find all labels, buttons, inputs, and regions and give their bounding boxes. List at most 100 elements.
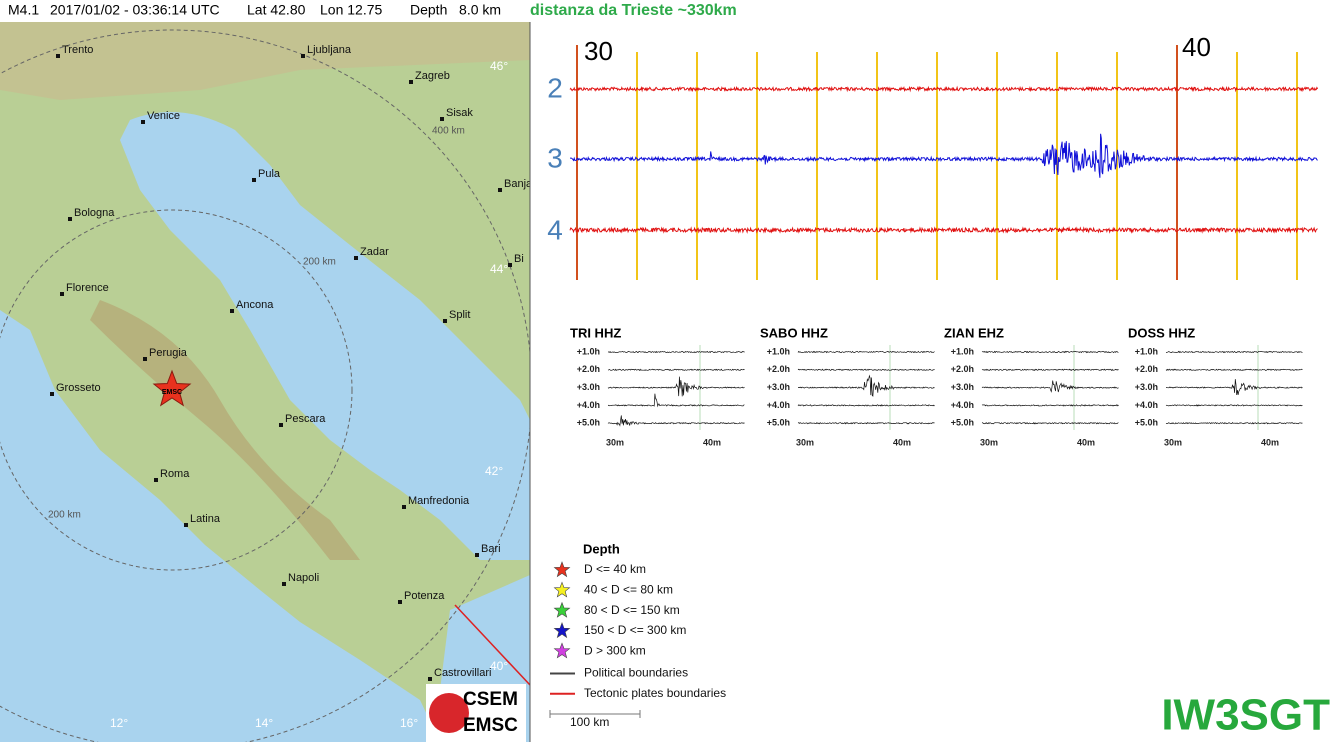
hour-label: +4.0h	[1135, 400, 1158, 410]
city-dot	[68, 217, 72, 221]
minute-label: 40m	[1261, 437, 1279, 447]
legend-label: 150 < D <= 300 km	[584, 623, 686, 637]
distance: distanza da Trieste ~330km	[530, 2, 737, 19]
ring-label: 400 km	[432, 126, 465, 137]
city-dot	[301, 54, 305, 58]
city-dot	[354, 256, 358, 260]
epicenter-label: EMSC	[162, 389, 182, 396]
trace	[1165, 404, 1303, 407]
city-dot	[428, 677, 432, 681]
city-dot	[498, 188, 502, 192]
tyrrhenian-sea	[0, 310, 440, 742]
trace	[981, 421, 1119, 425]
legend-label: Tectonic plates boundaries	[584, 686, 726, 700]
plate-boundary	[454, 604, 530, 686]
legend-label: Political boundaries	[584, 666, 688, 680]
longitude: Lon 12.75	[320, 2, 382, 18]
channel-label: 2	[547, 72, 563, 103]
city-label: Latina	[190, 513, 221, 525]
trace	[981, 350, 1119, 354]
trace	[1165, 421, 1303, 425]
hour-label: +2.0h	[577, 364, 600, 374]
lat-label: 42°	[485, 464, 503, 478]
station-name: ZIAN EHZ	[944, 325, 1004, 340]
city-dot	[143, 357, 147, 361]
trace	[569, 226, 1318, 234]
city-dot	[508, 263, 512, 267]
city-dot	[279, 423, 283, 427]
trace	[981, 404, 1119, 407]
city-label: Perugia	[149, 347, 188, 359]
lon-label: 16°	[400, 716, 418, 730]
channel-label: 4	[547, 214, 563, 245]
logo-globe	[429, 693, 469, 733]
city-dot	[282, 582, 286, 586]
logo-text: EMSC	[463, 715, 518, 736]
trace	[607, 368, 745, 371]
city-label: Zagreb	[415, 70, 450, 82]
hour-label: +3.0h	[767, 382, 790, 392]
ring-label: 200 km	[303, 257, 336, 268]
station-name: SABO HHZ	[760, 325, 828, 340]
city-label: Bari	[481, 543, 501, 555]
city-label: Banja	[504, 178, 533, 190]
station-panels: TRI HHZ +1.0h +2.0h +3.0h +4.0h +5.0h 30m 40m SA…	[570, 325, 1303, 447]
trace	[797, 350, 935, 354]
seismogram	[569, 45, 1319, 280]
city-label: Ancona	[236, 299, 274, 311]
city-label: Bologna	[74, 207, 115, 219]
minute-label: 30m	[1164, 437, 1182, 447]
city-dot	[252, 178, 256, 182]
minute-label: 40m	[893, 437, 911, 447]
minute-label: 40m	[703, 437, 721, 447]
trace	[569, 85, 1319, 93]
magnitude: M4.1	[8, 2, 39, 18]
city-dot	[440, 117, 444, 121]
legend-star	[553, 561, 571, 578]
trace	[797, 404, 935, 407]
ring-label: 200 km	[48, 510, 81, 521]
lon-label: 14°	[255, 716, 273, 730]
hour-label: +5.0h	[951, 418, 974, 428]
adriatic-sea	[120, 112, 530, 560]
depth: Depth 8.0 km	[410, 2, 501, 18]
trace	[1166, 379, 1303, 396]
city-dot	[56, 54, 60, 58]
latitude: Lat 42.80	[247, 2, 306, 18]
city-label: Sisak	[446, 107, 473, 119]
city-label: Ljubljana	[307, 44, 352, 56]
city-label: Zadar	[360, 246, 389, 258]
legend: Depth D <= 40 km 40 < D <= 80 km 80 < D <=…	[550, 541, 726, 700]
ring-400km	[0, 29, 530, 742]
trace	[607, 350, 745, 354]
city-label: Potenza	[404, 590, 445, 602]
city-label: Pescara	[285, 413, 326, 425]
city-label: Grosseto	[56, 382, 101, 394]
city-dot	[475, 553, 479, 557]
trace	[607, 393, 745, 408]
legend-title: Depth	[583, 541, 620, 556]
legend-star	[553, 581, 571, 598]
lat-label: 40°	[490, 659, 508, 673]
trace	[797, 368, 935, 371]
city-dot	[443, 319, 447, 323]
city-label: Trento	[62, 44, 93, 56]
trace	[570, 133, 1318, 178]
city-label: Pula	[258, 168, 281, 180]
city-label: Roma	[160, 468, 190, 480]
city-label: Bi	[514, 253, 524, 265]
trace	[1165, 368, 1303, 371]
ring-200km	[0, 209, 353, 571]
city-label: Manfredonia	[408, 495, 470, 507]
legend-star	[553, 622, 571, 639]
hour-label: +3.0h	[577, 382, 600, 392]
hour-label: +1.0h	[951, 346, 974, 356]
epicenter-star	[152, 369, 192, 407]
datetime: 2017/01/02 - 03:36:14 UTC	[50, 2, 220, 18]
map: Trento Ljubljana Zagreb Sisak Venice Pula Banj…	[0, 22, 533, 742]
city-dot	[60, 292, 64, 296]
hour-label: +4.0h	[767, 400, 790, 410]
apennines	[90, 300, 360, 560]
hour-label: +5.0h	[577, 418, 600, 428]
